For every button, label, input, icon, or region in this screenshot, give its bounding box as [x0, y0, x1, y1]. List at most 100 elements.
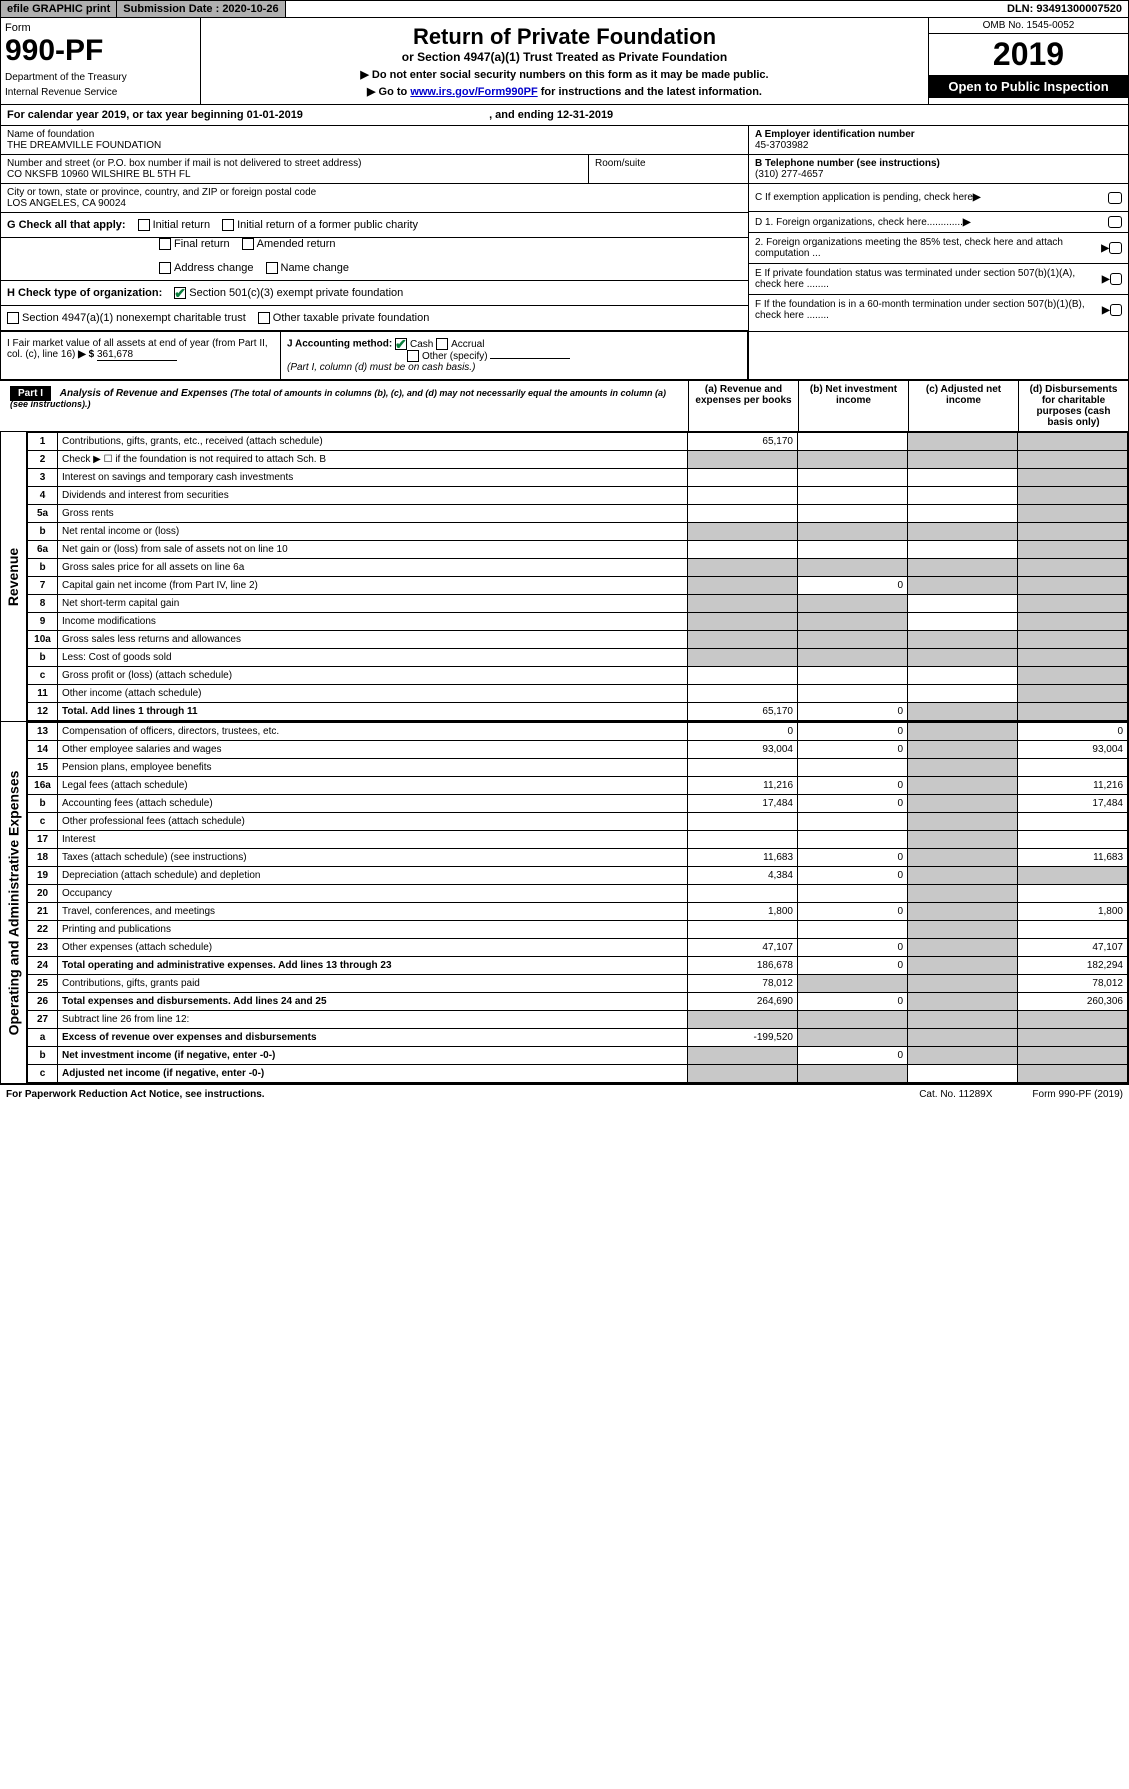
cb-accrual[interactable]: [436, 338, 448, 350]
col-c-val: [908, 613, 1018, 631]
col-d-val: [1018, 667, 1128, 685]
cb-namechange[interactable]: [266, 262, 278, 274]
col-a-val: 65,170: [688, 703, 798, 721]
line-num: b: [28, 649, 58, 667]
col-d-val: 260,306: [1018, 993, 1128, 1011]
col-a-val: 17,484: [688, 795, 798, 813]
col-d-val: [1018, 703, 1128, 721]
col-b-val: [798, 469, 908, 487]
col-d-val: 11,216: [1018, 777, 1128, 795]
line-desc: Pension plans, employee benefits: [58, 759, 688, 777]
col-b-val: 0: [798, 903, 908, 921]
g-label: G Check all that apply:: [7, 219, 126, 231]
line-desc: Printing and publications: [58, 921, 688, 939]
line-num: 12: [28, 703, 58, 721]
cb-f[interactable]: [1110, 304, 1122, 316]
col-c-val: [908, 433, 1018, 451]
line-num: 4: [28, 487, 58, 505]
g-initial: Initial return: [153, 219, 210, 231]
col-c-val: [908, 595, 1018, 613]
col-c-val: [908, 541, 1018, 559]
city-label: City or town, state or province, country…: [7, 187, 742, 198]
col-b-val: [798, 451, 908, 469]
submission-date: Submission Date : 2020-10-26: [117, 1, 285, 17]
revenue-side-label: Revenue: [1, 432, 27, 721]
col-c-val: [908, 1047, 1018, 1065]
col-a-val: 186,678: [688, 957, 798, 975]
cb-4947[interactable]: [7, 312, 19, 324]
line-desc: Less: Cost of goods sold: [58, 649, 688, 667]
cb-other[interactable]: [407, 350, 419, 362]
col-b-val: [798, 831, 908, 849]
cb-othertax[interactable]: [258, 312, 270, 324]
col-c-val: [908, 469, 1018, 487]
i-value: 361,678: [97, 349, 177, 361]
line-desc: Contributions, gifts, grants paid: [58, 975, 688, 993]
line-num: a: [28, 1029, 58, 1047]
cb-pending[interactable]: [1108, 192, 1122, 204]
ssn-warning: ▶ Do not enter social security numbers o…: [207, 68, 922, 81]
line-num: 20: [28, 885, 58, 903]
line-desc: Contributions, gifts, grants, etc., rece…: [58, 433, 688, 451]
g-check-row2: Final return Amended return: [1, 238, 748, 256]
line-desc: Depreciation (attach schedule) and deple…: [58, 867, 688, 885]
line-desc: Other professional fees (attach schedule…: [58, 813, 688, 831]
col-c-val: [908, 685, 1018, 703]
col-b-val: 0: [798, 795, 908, 813]
cb-cash[interactable]: [395, 338, 407, 350]
info-block: Name of foundation THE DREAMVILLE FOUNDA…: [0, 126, 1129, 332]
dept-treasury: Department of the Treasury: [5, 72, 196, 83]
line-desc: Travel, conferences, and meetings: [58, 903, 688, 921]
col-d-val: 78,012: [1018, 975, 1128, 993]
goto-post: for instructions and the latest informat…: [541, 86, 762, 98]
line-num: 2: [28, 451, 58, 469]
line-desc: Interest on savings and temporary cash i…: [58, 469, 688, 487]
cb-final[interactable]: [159, 238, 171, 250]
line-desc: Net investment income (if negative, ente…: [58, 1047, 688, 1065]
j-other: Other (specify): [422, 351, 488, 362]
phone-value: (310) 277-4657: [755, 169, 823, 180]
col-b-val: [798, 885, 908, 903]
arrow-icon: ▶: [1102, 305, 1110, 316]
cb-initial-former[interactable]: [222, 219, 234, 231]
i-arrow: ▶ $: [78, 349, 94, 360]
cb-d1[interactable]: [1108, 216, 1122, 228]
cb-addrchange[interactable]: [159, 262, 171, 274]
col-a-val: [688, 813, 798, 831]
cb-e[interactable]: [1110, 273, 1122, 285]
line-num: 26: [28, 993, 58, 1011]
col-a-val: [688, 685, 798, 703]
phone-label: B Telephone number (see instructions): [755, 158, 940, 169]
col-c-val: [908, 813, 1018, 831]
cb-initial[interactable]: [138, 219, 150, 231]
col-d-val: [1018, 577, 1128, 595]
col-d-val: [1018, 685, 1128, 703]
line-num: 14: [28, 741, 58, 759]
d2-label: 2. Foreign organizations meeting the 85%…: [755, 237, 1101, 259]
calyear-pre: For calendar year 2019, or tax year begi…: [7, 109, 247, 121]
line-desc: Taxes (attach schedule) (see instruction…: [58, 849, 688, 867]
col-b-val: [798, 975, 908, 993]
col-a-val: 4,384: [688, 867, 798, 885]
form-header: Form 990-PF Department of the Treasury I…: [0, 18, 1129, 105]
line-num: b: [28, 523, 58, 541]
line-num: 1: [28, 433, 58, 451]
g-amended: Amended return: [257, 238, 336, 250]
col-b-val: [798, 523, 908, 541]
cb-d2[interactable]: [1109, 242, 1122, 254]
col-a-val: [688, 667, 798, 685]
col-b-val: 0: [798, 1047, 908, 1065]
cb-501c3[interactable]: [174, 287, 186, 299]
cb-amended[interactable]: [242, 238, 254, 250]
col-b-val: [798, 433, 908, 451]
col-c-val: [908, 795, 1018, 813]
col-a-val: 11,683: [688, 849, 798, 867]
col-c-val: [908, 939, 1018, 957]
irs-link[interactable]: www.irs.gov/Form990PF: [410, 86, 537, 98]
open-public: Open to Public Inspection: [929, 75, 1128, 98]
col-b-header: (b) Net investment income: [799, 381, 909, 432]
foundation-addr: CO NKSFB 10960 WILSHIRE BL 5TH FL: [7, 169, 582, 180]
col-c-val: [908, 903, 1018, 921]
col-c-val: [908, 723, 1018, 741]
col-c-val: [908, 993, 1018, 1011]
